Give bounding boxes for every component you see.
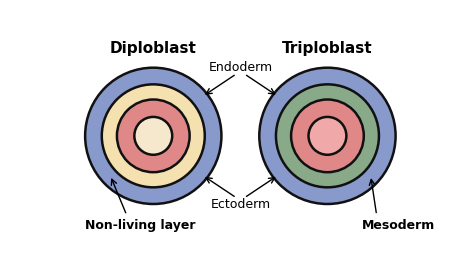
Circle shape (259, 68, 395, 204)
Circle shape (276, 84, 379, 187)
Circle shape (134, 117, 172, 155)
Circle shape (85, 68, 221, 204)
Circle shape (291, 100, 364, 172)
Text: Mesoderm: Mesoderm (362, 219, 435, 232)
Circle shape (102, 84, 205, 187)
Text: Ectoderm: Ectoderm (210, 198, 271, 211)
Text: Endoderm: Endoderm (208, 61, 272, 74)
Text: Diploblast: Diploblast (110, 41, 197, 56)
Text: Non-living layer: Non-living layer (85, 219, 196, 232)
Circle shape (309, 117, 347, 155)
Circle shape (117, 100, 189, 172)
Text: Triploblast: Triploblast (282, 41, 373, 56)
